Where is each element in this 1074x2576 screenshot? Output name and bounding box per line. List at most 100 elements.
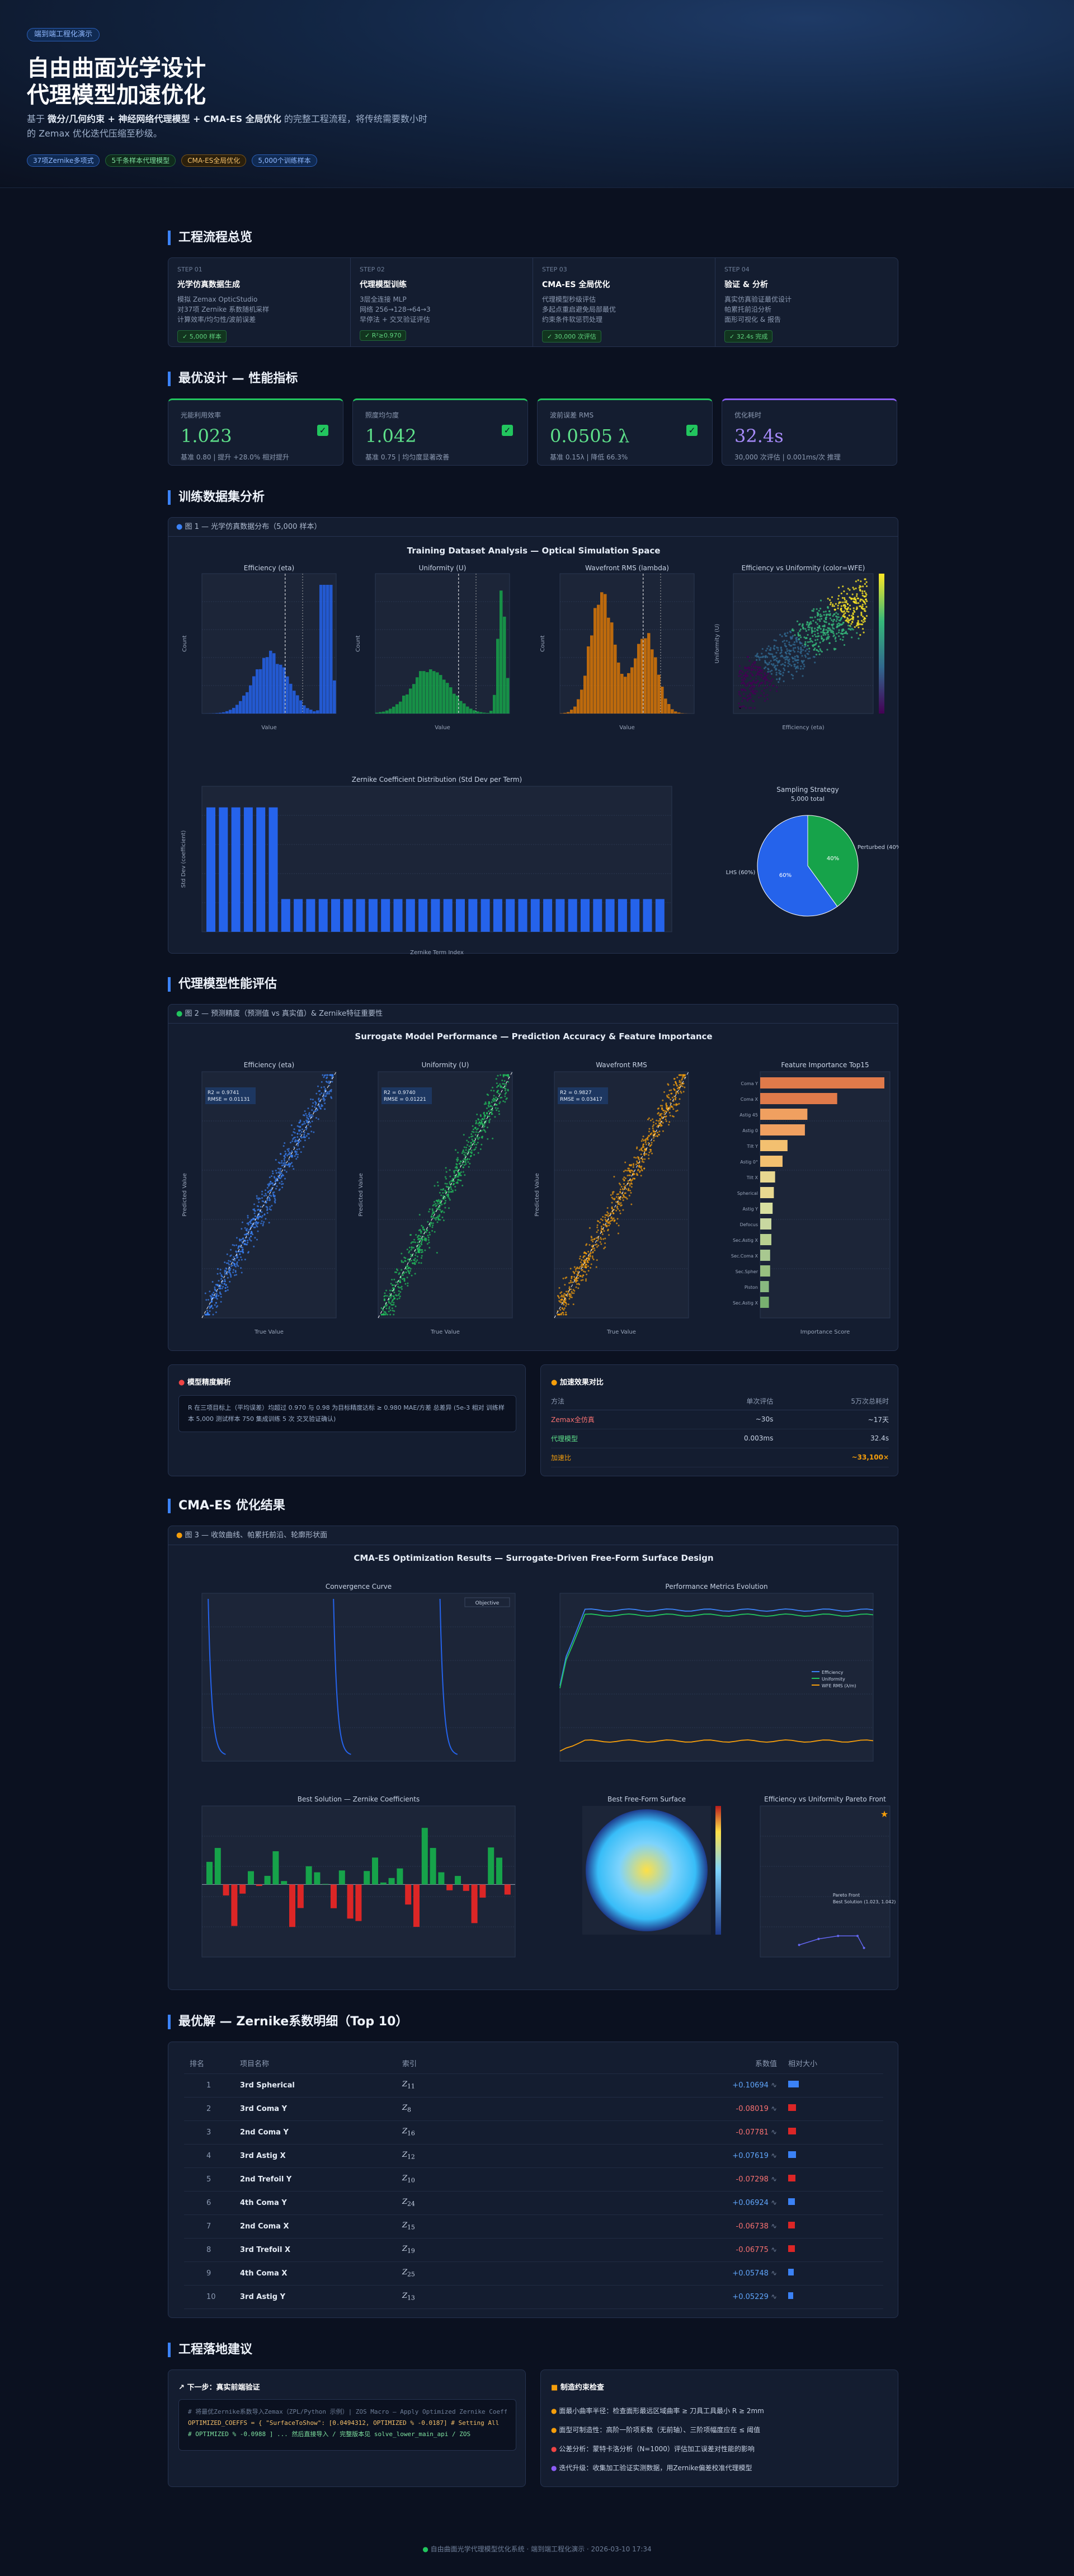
std-bar bbox=[356, 899, 365, 932]
model-analysis-card: ● 模型精度解析 R 在三项目标上（平均误差）均超过 0.970 与 0.98 … bbox=[168, 1364, 526, 1476]
scatter-point bbox=[861, 603, 864, 606]
scatter-point bbox=[640, 1153, 642, 1156]
scatter-point bbox=[440, 1210, 442, 1213]
scatter-point bbox=[786, 658, 788, 660]
scatter-point bbox=[590, 1236, 592, 1238]
histogram-bar bbox=[493, 695, 496, 714]
histogram-bar bbox=[426, 672, 429, 714]
std-bar bbox=[593, 899, 602, 932]
scatter-point bbox=[764, 667, 766, 669]
scatter-point bbox=[751, 685, 753, 687]
histogram-bar bbox=[607, 617, 610, 714]
scatter-point bbox=[403, 1256, 406, 1259]
scatter-point bbox=[807, 658, 809, 660]
scatter-point bbox=[270, 1209, 272, 1211]
scatter-point bbox=[414, 1241, 417, 1244]
scatter-point bbox=[239, 1253, 241, 1255]
scatter-point bbox=[861, 620, 863, 622]
histogram-bar bbox=[449, 687, 453, 714]
scatter-point bbox=[394, 1271, 396, 1273]
scatter-point bbox=[448, 1191, 450, 1193]
scatter-point bbox=[757, 680, 759, 682]
scatter-point bbox=[589, 1254, 591, 1256]
pipeline-step: STEP 04 验证 & 分析 真实仿真验证最优设计 帕累托前沿分析 面形可视化 & 报… bbox=[715, 258, 898, 346]
scatter-point bbox=[303, 1146, 305, 1148]
scatter-point bbox=[478, 1122, 481, 1124]
scatter-point bbox=[244, 1259, 246, 1261]
scatter-point bbox=[233, 1244, 235, 1246]
scatter-point bbox=[417, 1250, 420, 1252]
scatter-point bbox=[620, 1204, 622, 1207]
scatter-point bbox=[659, 1120, 661, 1122]
scatter-point bbox=[395, 1281, 397, 1283]
scatter-point bbox=[562, 1298, 564, 1301]
scatter-point bbox=[751, 668, 753, 670]
scatter-point bbox=[829, 603, 832, 606]
scatter-point bbox=[221, 1287, 223, 1289]
scatter-point bbox=[275, 1172, 277, 1174]
scatter-point bbox=[859, 605, 862, 607]
scatter-point bbox=[846, 603, 849, 605]
scatter-point bbox=[455, 1166, 458, 1168]
scatter-point bbox=[224, 1279, 226, 1281]
scatter-point bbox=[808, 628, 810, 631]
scatter-point bbox=[576, 1273, 578, 1275]
scatter-point bbox=[766, 647, 769, 650]
scatter-point bbox=[856, 623, 859, 626]
histogram-bar bbox=[392, 706, 395, 714]
scatter-point bbox=[811, 632, 813, 634]
scatter-point bbox=[268, 1196, 270, 1199]
scatter-point bbox=[851, 593, 854, 595]
scatter-point bbox=[756, 655, 759, 658]
scatter-point bbox=[684, 1086, 686, 1088]
scatter-point bbox=[857, 620, 859, 622]
histogram-bar bbox=[657, 674, 661, 714]
histogram-bar bbox=[634, 658, 637, 714]
scatter-point bbox=[859, 585, 861, 587]
scatter-point bbox=[831, 627, 834, 629]
scatter-point bbox=[412, 1263, 414, 1265]
scatter-point bbox=[800, 650, 803, 653]
scatter-point bbox=[848, 614, 850, 617]
scatter-point bbox=[389, 1302, 392, 1305]
scatter-point bbox=[640, 1147, 643, 1149]
scatter-point bbox=[804, 641, 807, 643]
scatter-point bbox=[206, 1312, 209, 1315]
section-title-cmaes: CMA-ES 优化结果 bbox=[168, 1499, 285, 1513]
title-line-2: 代理模型加速优化 bbox=[27, 82, 206, 108]
histogram-bar bbox=[259, 669, 262, 714]
std-bar bbox=[243, 807, 253, 932]
scatter-point bbox=[812, 635, 814, 637]
metric-box bbox=[558, 1087, 608, 1104]
scatter-point bbox=[804, 643, 807, 645]
plot-label: Sec.Spher bbox=[736, 1269, 759, 1274]
scatter-point bbox=[866, 600, 868, 602]
histogram-bar bbox=[624, 677, 627, 714]
scatter-point bbox=[279, 1182, 281, 1184]
ideal-line bbox=[554, 1071, 689, 1319]
scatter-point bbox=[284, 1162, 286, 1164]
scatter-point bbox=[504, 1090, 506, 1092]
scatter-point bbox=[326, 1091, 328, 1094]
chip: CMA-ES全局优化 bbox=[181, 154, 247, 167]
kpi-label: 照度均匀度 bbox=[365, 411, 399, 419]
scatter-point bbox=[661, 1107, 663, 1109]
step-number: STEP 01 bbox=[177, 266, 202, 273]
histogram-bar bbox=[479, 712, 483, 714]
scatter-point bbox=[786, 650, 789, 652]
scatter-point bbox=[587, 1265, 589, 1268]
scatter-point bbox=[426, 1243, 428, 1245]
scatter-point bbox=[768, 661, 770, 664]
kpi-label: 波前误差 RMS bbox=[550, 411, 594, 419]
scatter-point bbox=[585, 1244, 587, 1246]
scatter-point bbox=[288, 1162, 290, 1165]
scatter-point bbox=[837, 598, 840, 600]
scatter-point bbox=[804, 637, 807, 640]
figure-3-card: ● 图 3 — 收敛曲线、帕累托前沿、轮廓形状面 CMA-ES Optimiza… bbox=[168, 1526, 898, 1990]
scatter-point bbox=[817, 613, 819, 616]
scatter-point bbox=[213, 1297, 215, 1299]
scatter-point bbox=[408, 1250, 411, 1252]
scatter-point bbox=[605, 1224, 607, 1226]
scatter-point bbox=[766, 694, 769, 696]
scatter-point bbox=[222, 1275, 224, 1278]
